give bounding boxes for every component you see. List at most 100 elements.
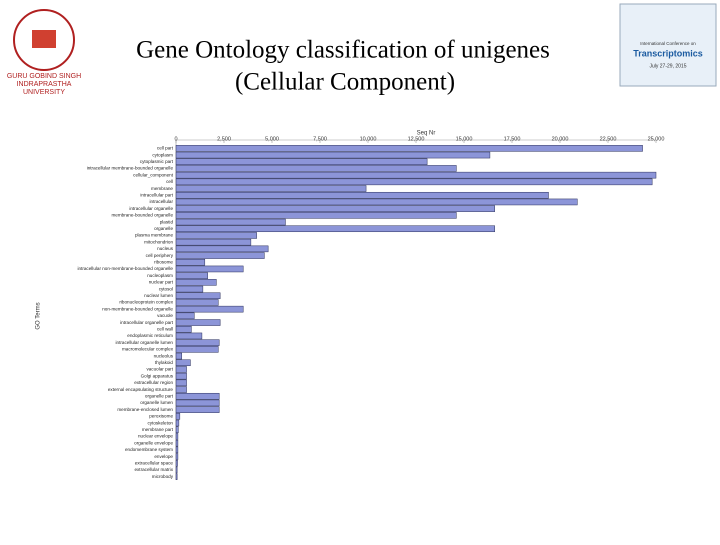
y-tick-label: vacuole — [157, 313, 173, 318]
bar — [175, 325, 192, 333]
logo-emblem — [32, 30, 56, 48]
y-tick-label: intracellular organelle lumen — [116, 340, 174, 345]
title: (Cellular Component) — [235, 69, 455, 96]
y-tick-label: ribonucleoprotein complex — [119, 300, 173, 305]
y-tick-label: nuclear envelope — [138, 434, 173, 439]
logo-left: GURU GOBIND SINGH INDRAPRASTHA UNIVERSIT… — [7, 9, 81, 96]
bar — [175, 279, 217, 286]
bar — [175, 399, 220, 407]
bar — [175, 151, 491, 159]
y-tick-label: intracellular — [150, 199, 174, 204]
y-tick-label: mitochondrion — [144, 239, 173, 244]
y-tick-label: endomembrane system — [125, 447, 173, 452]
logo-text: INDRAPRASTHA — [17, 81, 72, 88]
x-tick-label: 12,500 — [408, 136, 425, 142]
y-tick-label: intracellular membrane-bounded organelle — [87, 166, 174, 171]
logo-ring — [13, 9, 75, 71]
y-tick-label: macromolecular complex — [122, 347, 174, 352]
y-tick-label: organelle — [154, 226, 173, 231]
y-tick-label: organelle lumen — [140, 400, 173, 405]
bar — [175, 205, 495, 212]
bar — [175, 319, 221, 326]
y-tick-label: intracellular non-membrane-bounded organ… — [77, 266, 173, 271]
bar — [175, 285, 204, 293]
bar — [175, 466, 178, 474]
bar — [175, 312, 195, 320]
bar — [175, 158, 428, 166]
y-tick-label: nucleus — [157, 246, 174, 251]
y-tick-label: cytoplasmic part — [140, 159, 174, 164]
x-axis-label: Seq Nr — [417, 131, 436, 137]
y-tick-label: intracellular organelle part — [120, 320, 174, 325]
y-tick-label: plasma membrane — [135, 233, 173, 238]
y-tick-label: nucleolus — [154, 353, 174, 358]
bar — [175, 406, 220, 413]
bar — [175, 439, 179, 447]
y-tick-label: plastid — [160, 219, 174, 224]
logo-text: Transcriptomics — [633, 48, 703, 58]
x-tick-label: 7,500 — [313, 136, 327, 142]
x-tick-label: 15,000 — [456, 136, 473, 142]
logo-text: UNIVERSITY — [23, 89, 65, 96]
bar — [175, 299, 219, 306]
bar — [175, 232, 257, 239]
bar — [175, 426, 179, 434]
y-tick-label: cell part — [157, 146, 174, 151]
bar — [175, 245, 269, 253]
y-tick-label: non-membrane-bounded organelle — [102, 306, 173, 311]
y-tick-label: cell periphery — [146, 253, 174, 258]
logo-right: International Conference on Transcriptom… — [619, 3, 717, 87]
y-tick-label: cytoskeleton — [147, 420, 173, 425]
bar — [175, 453, 179, 460]
y-tick-label: membrane-enclosed lumen — [117, 407, 173, 412]
y-tick-label: organelle envelope — [134, 440, 173, 445]
bar — [175, 165, 457, 172]
bar — [175, 252, 265, 259]
bar — [175, 433, 179, 440]
bar — [175, 178, 653, 186]
bar — [175, 446, 179, 454]
y-tick-label: cell wall — [157, 326, 173, 331]
bar — [175, 352, 183, 360]
bar — [175, 459, 178, 467]
bar — [175, 413, 181, 420]
x-tick-label: 20,000 — [552, 136, 569, 142]
x-tick-label: 17,500 — [504, 136, 521, 142]
y-tick-label: ribosome — [154, 259, 173, 264]
bar — [175, 292, 221, 300]
bar — [175, 198, 578, 206]
bar — [175, 392, 220, 400]
x-tick-label: 5,000 — [265, 136, 279, 142]
y-tick-label: nuclear part — [149, 280, 174, 285]
bar — [175, 218, 286, 226]
bar — [175, 473, 178, 480]
logo-text: July 27-29, 2015 — [650, 63, 687, 69]
y-tick-label: external encapsulating structure — [108, 387, 174, 392]
bar — [175, 359, 191, 367]
x-tick-label: 22,500 — [600, 136, 617, 142]
y-tick-label: membrane — [151, 186, 173, 191]
bar — [175, 366, 187, 373]
bar — [175, 305, 244, 313]
logo-text: International Conference on — [640, 41, 696, 46]
logo-text: GURU GOBIND SINGH — [7, 73, 81, 80]
y-tick-label: endoplasmic reticulum — [127, 333, 173, 338]
bar — [175, 339, 220, 346]
y-tick-label: thylakoid — [155, 360, 174, 365]
bar — [175, 419, 180, 427]
y-tick-label: microbody — [152, 474, 174, 479]
y-tick-label: peroxisome — [149, 414, 173, 419]
bar — [175, 212, 457, 219]
y-tick-label: intracellular part — [140, 192, 173, 197]
bar — [175, 346, 219, 353]
bar — [175, 185, 367, 192]
x-tick-label: 25,000 — [648, 136, 665, 142]
x-tick-label: 2,500 — [217, 136, 231, 142]
y-tick-label: cytoplasm — [152, 152, 173, 157]
bar — [175, 171, 657, 179]
title: Gene Ontology classification of unigenes — [136, 37, 550, 64]
bar — [175, 379, 187, 387]
bar — [175, 258, 206, 266]
x-tick-label: 0 — [174, 136, 177, 142]
